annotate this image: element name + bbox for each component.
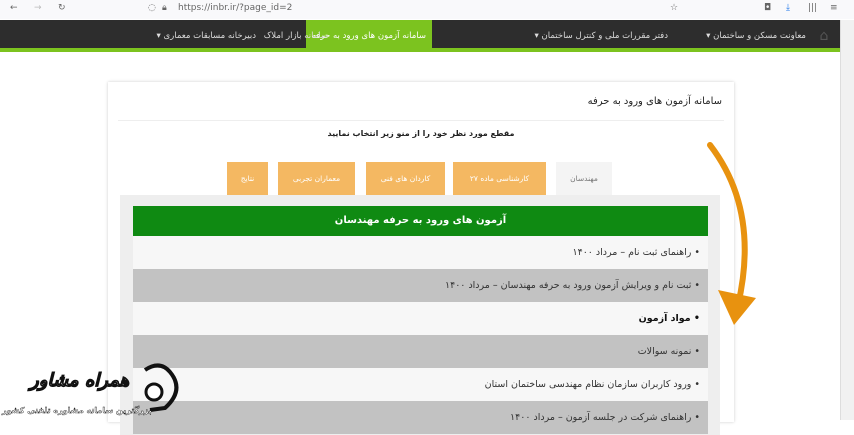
shield-icon[interactable]: ◌ [148, 3, 156, 13]
list-item[interactable]: • نمونه سوالات [133, 335, 708, 368]
lock-icon: 🔒︎ [162, 3, 167, 13]
arrow-annotation-icon [707, 142, 756, 325]
list-item[interactable]: • ورود کاربران سازمان نظام مهندسی ساختما… [133, 368, 708, 401]
tab-engineers[interactable]: مهندسان [556, 162, 612, 195]
tab-experienced-architects[interactable]: معماران تجربی [278, 162, 355, 195]
forward-icon[interactable]: → [34, 3, 42, 13]
watermark-logo: همراه مشاور بزرگترین سامانه مشاوره تلفنی… [0, 360, 180, 420]
pocket-icon[interactable]: ◘ [764, 3, 772, 13]
watermark-name: همراه مشاور [29, 370, 130, 392]
content-card: سامانه آزمون های ورود به حرفه مقطع مورد … [108, 82, 734, 435]
tab-panel: آزمون های ورود به حرفه مهندسان • راهنمای… [120, 195, 720, 435]
nav-item[interactable]: دفتر مقررات ملی و کنترل ساختمان ▾ [534, 31, 668, 41]
list-item[interactable]: • مواد آزمون [133, 302, 708, 335]
panel-header: آزمون های ورود به حرفه مهندسان [133, 206, 708, 236]
scrollbar[interactable] [840, 20, 854, 420]
tab-article-27[interactable]: کارشناسی ماده ۲۷ [453, 162, 546, 195]
page-title: سامانه آزمون های ورود به حرفه [587, 96, 722, 107]
menu-icon[interactable]: ≡ [830, 3, 838, 13]
list-item[interactable]: • راهنمای ثبت نام – مرداد ۱۴۰۰ [133, 236, 708, 269]
nav-item[interactable]: سامانه بازار املاک [263, 31, 328, 41]
nav-item[interactable]: معاونت مسکن و ساختمان ▾ [706, 31, 806, 41]
tab-technicians[interactable]: کاردان های فنی [366, 162, 445, 195]
browser-toolbar: ← → ↻ ◌ 🔒︎ https://inbr.ir/?page_id=2 ☆ … [0, 0, 854, 19]
tab-results[interactable]: نتایج [227, 162, 268, 195]
watermark-tagline: بزرگترین سامانه مشاوره تلفنی کشور [2, 406, 152, 415]
home-icon[interactable]: ⌂ [819, 28, 829, 44]
nav-item-active[interactable]: سامانه آزمون های ورود به حرفه [305, 20, 432, 52]
library-icon[interactable]: ||| [808, 3, 818, 13]
logo-icon [143, 363, 179, 412]
back-icon[interactable]: ← [10, 3, 18, 13]
list-item[interactable]: • راهنمای شرکت در جلسه آزمون – مرداد ۱۴۰… [133, 401, 708, 434]
download-icon[interactable]: ⤓ [786, 3, 790, 13]
nav-item[interactable]: دبیرخانه مسابقات معماری ▾ [156, 31, 256, 41]
instruction-text: مقطع مورد نظر خود را از منو زیر انتخاب ن… [327, 129, 515, 138]
main-nav: ⌂ معاونت مسکن و ساختمان ▾ دفتر مقررات مل… [0, 20, 840, 52]
reload-icon[interactable]: ↻ [58, 3, 66, 13]
list-item[interactable]: • ثبت نام و ویرایش آزمون ورود به حرفه مه… [133, 269, 708, 302]
bookmark-star-icon[interactable]: ☆ [670, 3, 679, 13]
divider [118, 120, 724, 121]
url-bar[interactable]: https://inbr.ir/?page_id=2 [178, 3, 293, 13]
